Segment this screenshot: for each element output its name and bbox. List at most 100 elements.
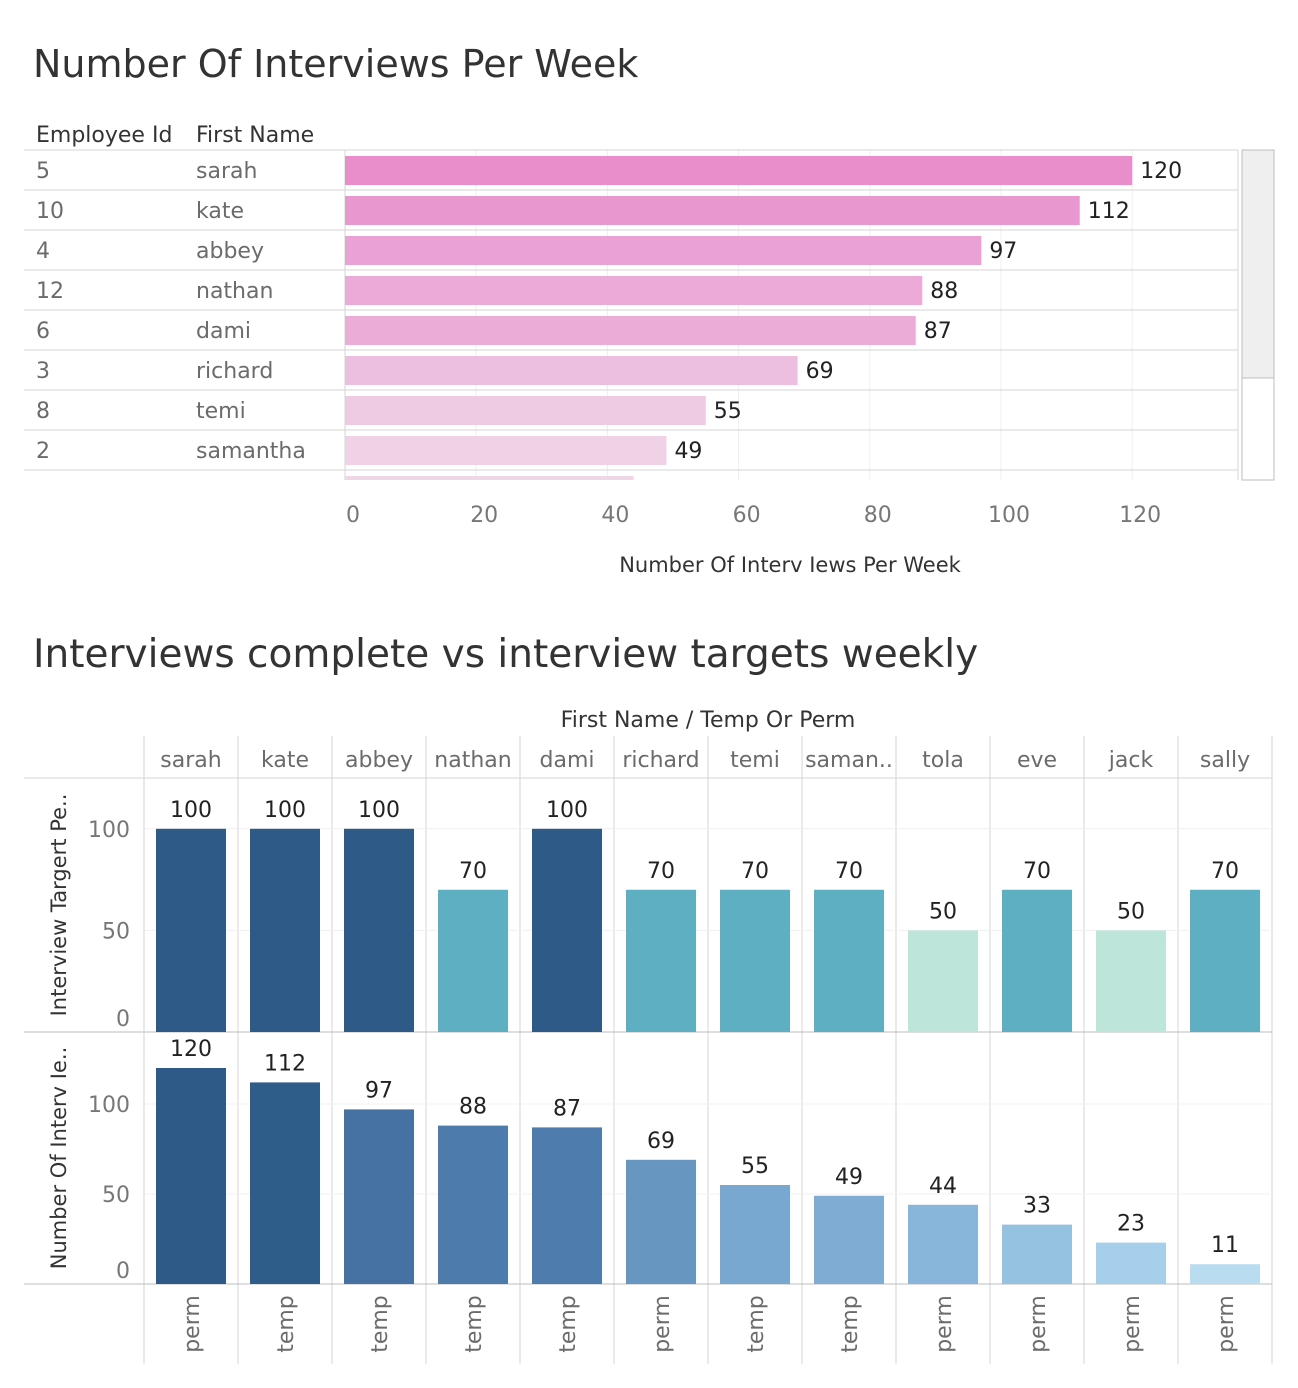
- x-tick-label: 20: [470, 503, 498, 528]
- y-tick-label: 50: [102, 919, 130, 944]
- temp-or-perm-label: perm: [180, 1295, 205, 1353]
- x-tick-label: 60: [733, 503, 761, 528]
- category-label: sarah: [160, 748, 221, 773]
- bar-samantha: [345, 436, 667, 465]
- bar-sarah: [345, 156, 1133, 185]
- bar-value-label: 70: [1023, 859, 1051, 884]
- bar-abbey: [344, 828, 414, 1032]
- y-tick-label: 0: [116, 1007, 130, 1032]
- category-label: tola: [922, 748, 964, 773]
- bar-kate: [345, 196, 1080, 225]
- temp-or-perm-label: temp: [368, 1295, 393, 1353]
- category-label: saman..: [805, 748, 893, 773]
- bar-value-label: 87: [553, 1096, 581, 1121]
- column-header-employee-id: Employee Id: [36, 123, 172, 148]
- bar-kate: [250, 1082, 320, 1284]
- bar-value-label: 88: [459, 1095, 487, 1120]
- bar-value-label: 112: [1088, 199, 1130, 224]
- bar-richard: [626, 889, 696, 1032]
- x-axis-label: Number Of Interv Iews Per Week: [619, 553, 961, 577]
- bar-value-label: 55: [741, 1154, 769, 1179]
- first-name-cell: richard: [196, 359, 273, 384]
- temp-or-perm-label: perm: [1120, 1295, 1145, 1353]
- x-tick-label: 100: [988, 503, 1030, 528]
- employee-id-cell: 8: [36, 399, 50, 424]
- temp-or-perm-label: perm: [650, 1295, 675, 1353]
- first-name-cell: sarah: [196, 159, 257, 184]
- bar-value-label: 11: [1211, 1233, 1239, 1258]
- chart-title-interviews-per-week: Number Of Interviews Per Week: [33, 42, 639, 86]
- bar-kate: [250, 828, 320, 1032]
- y-tick-label: 0: [116, 1259, 130, 1284]
- column-header-first-name: First Name: [196, 123, 314, 148]
- category-label: kate: [261, 748, 309, 773]
- bar-value-label: 50: [929, 899, 957, 924]
- first-name-cell: abbey: [196, 239, 264, 264]
- bar-value-label: 70: [459, 859, 487, 884]
- x-tick-label: 120: [1119, 503, 1161, 528]
- temp-or-perm-label: temp: [462, 1295, 487, 1353]
- bar-value-label: 69: [647, 1129, 675, 1154]
- y-axis-label: Interview Targert Pe..: [47, 794, 71, 1017]
- bar-eve: [1002, 1224, 1072, 1284]
- bar-value-label: 100: [358, 798, 400, 823]
- scrollbar-thumb: [1241, 149, 1275, 379]
- employee-id-cell: 6: [36, 319, 50, 344]
- vertical-bar-chart[interactable]: First Name / Temp Or Perm sarah kate abbey n…: [0, 700, 1298, 1388]
- bar-value-label: 33: [1023, 1194, 1051, 1219]
- temp-or-perm-label: perm: [932, 1295, 957, 1353]
- temp-or-perm-label: perm: [1214, 1295, 1239, 1353]
- bar-value-label: 49: [674, 439, 702, 464]
- employee-id-cell: 2: [36, 439, 50, 464]
- bar-value-label: 112: [264, 1051, 306, 1076]
- bar-value-label: 87: [924, 319, 952, 344]
- bar-abbey: [345, 236, 982, 265]
- bar-saman..: [814, 889, 884, 1032]
- bar-value-label: 55: [714, 399, 742, 424]
- first-name-cell: kate: [196, 199, 244, 224]
- bar-temi: [345, 396, 706, 425]
- bar-richard: [345, 356, 798, 385]
- chart-title-complete-vs-targets: Interviews complete vs interview targets…: [33, 632, 979, 677]
- bar-eve: [1002, 889, 1072, 1032]
- bar-sarah: [156, 828, 226, 1032]
- employee-id-cell: 5: [36, 159, 50, 184]
- category-label: temi: [730, 748, 780, 773]
- category-label: nathan: [434, 748, 511, 773]
- first-name-cell: nathan: [196, 279, 273, 304]
- y-tick-label: 100: [88, 1093, 130, 1118]
- y-tick-label: 100: [88, 818, 130, 843]
- employee-id-cell: 3: [36, 359, 50, 384]
- bar-dami: [532, 1127, 602, 1284]
- bar-abbey: [344, 1109, 414, 1284]
- temp-or-perm-label: perm: [1026, 1295, 1051, 1353]
- employee-id-cell: 4: [36, 239, 50, 264]
- bar-value-label: 49: [835, 1165, 863, 1190]
- bar-nathan: [438, 1125, 508, 1284]
- category-header-title: First Name / Temp Or Perm: [561, 708, 856, 733]
- bar-sarah: [156, 1068, 226, 1284]
- bar-value-label: 70: [1211, 859, 1239, 884]
- bar-nathan: [345, 276, 923, 305]
- bar-nathan: [438, 889, 508, 1032]
- category-label: sally: [1200, 748, 1250, 773]
- bar-tola: [908, 930, 978, 1032]
- bar-value-label: 23: [1117, 1212, 1145, 1237]
- bar-value-label: 100: [546, 798, 588, 823]
- category-label: eve: [1017, 748, 1057, 773]
- y-axis-label: Number Of Interv Ie..: [47, 1047, 71, 1270]
- bar-saman..: [814, 1195, 884, 1284]
- bar-tola: [908, 1204, 978, 1284]
- bar-value-label: 120: [1140, 159, 1182, 184]
- x-tick-label: 80: [864, 503, 892, 528]
- bar-richard: [626, 1159, 696, 1284]
- x-tick-label: 0: [346, 503, 360, 528]
- temp-or-perm-label: temp: [556, 1295, 581, 1353]
- bar-sally: [1190, 889, 1260, 1032]
- bar-value-label: 50: [1117, 899, 1145, 924]
- bar-jack: [1096, 930, 1166, 1032]
- bar-temi: [720, 1185, 790, 1284]
- bar-value-label: 44: [929, 1174, 957, 1199]
- category-label: dami: [540, 748, 595, 773]
